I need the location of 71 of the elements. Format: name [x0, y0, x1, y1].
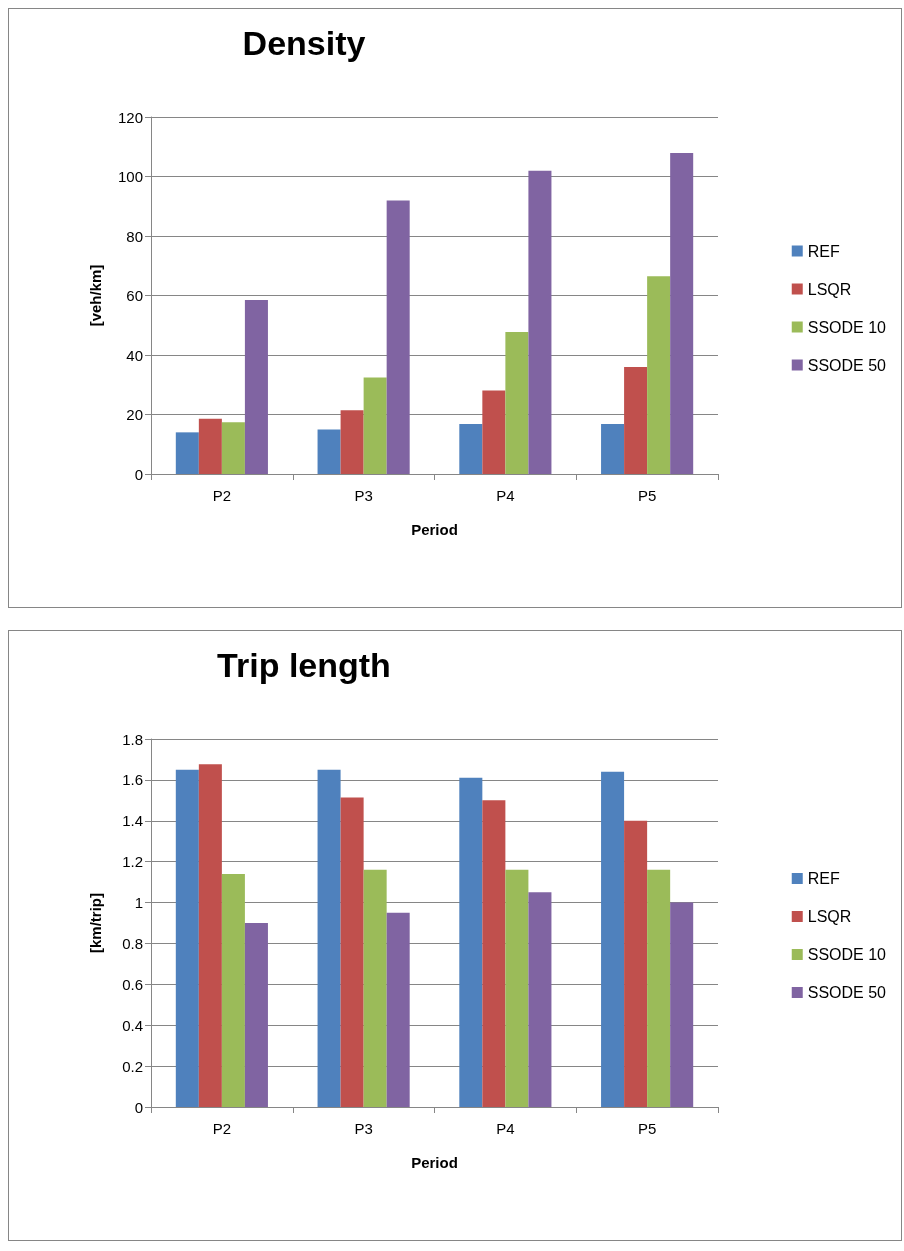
- legend-label: REF: [807, 870, 840, 887]
- legend-label: REF: [807, 242, 840, 260]
- x-tick-label: P4: [496, 1120, 515, 1137]
- bar: [624, 820, 648, 1107]
- chart-title: Trip length: [217, 646, 391, 684]
- bar: [244, 299, 268, 474]
- y-tick-label: 60: [126, 287, 143, 304]
- x-tick-label: P3: [354, 1120, 373, 1137]
- bar: [221, 873, 245, 1107]
- legend-label: LSQR: [807, 908, 852, 925]
- y-tick-label: 80: [126, 227, 143, 245]
- bar: [221, 422, 245, 474]
- bar: [386, 200, 410, 474]
- chart-title: Density: [242, 24, 366, 62]
- y-tick-label: 120: [117, 108, 143, 126]
- bar: [363, 377, 387, 474]
- bar: [505, 869, 529, 1107]
- bar: [482, 390, 506, 474]
- bar: [340, 410, 364, 474]
- legend-label: SSODE 10: [807, 946, 887, 963]
- y-tick-label: 1.2: [122, 853, 143, 871]
- bar: [317, 769, 341, 1107]
- bar: [624, 366, 648, 474]
- y-tick-label: 1.4: [122, 812, 143, 830]
- y-tick-label: 20: [126, 406, 143, 423]
- bar: [459, 424, 483, 474]
- y-tick-label: 1.6: [122, 771, 143, 789]
- bar: [670, 153, 694, 474]
- x-tick-label: P4: [496, 487, 515, 504]
- bar: [340, 797, 364, 1107]
- y-axis-title: [km/trip]: [87, 893, 104, 953]
- legend-label: SSODE 50: [807, 356, 887, 374]
- bar: [647, 276, 671, 474]
- bar: [601, 424, 625, 474]
- x-tick-label: P5: [637, 1120, 657, 1137]
- x-tick-label: P2: [212, 1120, 232, 1137]
- legend-label: SSODE 10: [807, 318, 887, 336]
- bar: [670, 902, 694, 1107]
- bar: [198, 764, 222, 1107]
- bar: [601, 771, 625, 1107]
- bar: [175, 769, 199, 1107]
- x-tick-label: P5: [637, 487, 657, 504]
- x-tick-label: P3: [354, 487, 373, 504]
- bar: [459, 777, 483, 1107]
- y-tick-label: 0: [134, 465, 143, 483]
- x-tick-label: P2: [212, 487, 232, 504]
- y-axis-title: [veh/km]: [87, 264, 104, 327]
- bar: [386, 912, 410, 1107]
- bar: [528, 892, 552, 1107]
- y-tick-label: 100: [117, 168, 143, 185]
- y-tick-label: 0.4: [122, 1016, 143, 1034]
- y-tick-label: 0: [134, 1098, 143, 1116]
- y-tick-label: 40: [126, 346, 143, 364]
- y-tick-label: 1.8: [122, 730, 143, 748]
- bar: [198, 418, 222, 474]
- bar: [505, 332, 529, 474]
- legend-label: SSODE 50: [807, 984, 887, 1001]
- y-tick-label: 0.8: [122, 934, 143, 952]
- bar: [647, 869, 671, 1107]
- y-tick-label: 0.6: [122, 975, 143, 993]
- x-axis-title: Period: [411, 521, 458, 538]
- x-axis-title: Period: [411, 1154, 458, 1171]
- bar: [175, 432, 199, 474]
- bar: [244, 923, 268, 1107]
- bar: [482, 800, 506, 1107]
- bar: [317, 429, 341, 474]
- y-tick-label: 1: [134, 894, 143, 912]
- y-tick-label: 0.2: [122, 1057, 143, 1075]
- legend-label: LSQR: [807, 280, 852, 298]
- bar: [363, 869, 387, 1107]
- bar: [528, 170, 552, 474]
